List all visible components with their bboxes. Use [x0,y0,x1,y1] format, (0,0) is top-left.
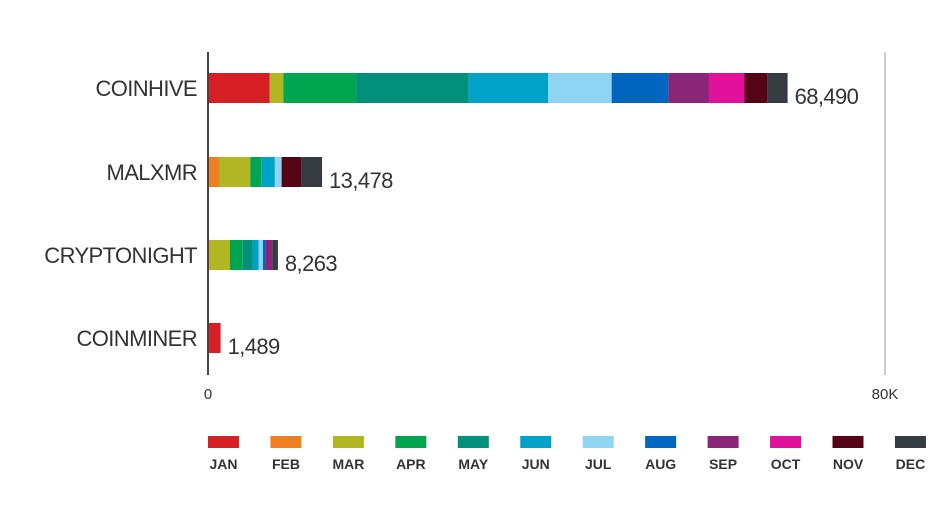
legend-label-dec: DEC [896,456,926,472]
legend-swatch-jun [520,436,552,448]
bar-segment-cryptonight-dec [272,240,278,270]
bar-segment-coinhive-sep [668,73,709,103]
legend-label-jan: JAN [209,456,237,472]
legend-swatch-may [457,436,489,448]
legend-swatch-jan [208,436,239,448]
bar-segment-coinhive-aug [611,73,669,103]
bar-segment-cryptonight-sep [265,240,273,270]
legend-label-may: MAY [458,456,488,472]
legend-label-sep: SEP [709,456,737,472]
legend-swatch-aug [645,436,677,448]
x-tick-label-0: 0 [204,386,212,403]
legend-label-nov: NOV [833,456,864,472]
total-label-cryptonight: 8,263 [285,251,337,276]
bar-segment-coinhive-nov [744,73,768,103]
ticks-layer: 0 80K [204,386,899,403]
bar-segment-cryptonight-aug [263,240,266,270]
legend-label-oct: OCT [771,456,801,472]
legend-swatch-apr [395,436,427,448]
labels-layer: COINHIVE 68,490 MALXMR 13,478 CRYPTONIGHT 8,2… [44,76,859,359]
legend-swatch-nov [832,436,864,448]
total-label-malxmr: 13,478 [329,168,393,193]
legend-swatch-feb [270,436,302,448]
bar-segment-coinhive-jun [468,73,549,103]
legend-label-mar: MAR [332,456,364,472]
bar-segment-coinhive-dec [767,73,788,103]
bar-segment-coinhive-jan [208,73,270,103]
category-label-malxmr: MALXMR [106,160,197,185]
legend-label-aug: AUG [645,456,676,472]
legend-swatch-sep [707,436,739,448]
legend-swatch-oct [770,436,802,448]
bar-segment-cryptonight-mar [209,240,230,270]
legend-swatch-jul [582,436,614,448]
bar-segment-malxmr-nov [281,157,302,187]
bar-segment-cryptonight-jul [258,240,263,270]
bar-segment-malxmr-mar [219,157,251,187]
legend-label-feb: FEB [272,456,300,472]
axis-layer [207,52,886,375]
category-label-cryptonight: CRYPTONIGHT [44,243,197,268]
bar-segment-cryptonight-may [242,240,253,270]
bar-segment-malxmr-feb [208,157,219,187]
bar-segment-coinminer-jan [208,323,221,353]
category-label-coinminer: COINMINER [77,326,198,351]
bar-segment-malxmr-apr [250,157,262,187]
category-label-coinhive: COINHIVE [95,76,197,101]
bar-segment-cryptonight-jun [252,240,259,270]
legend-label-jun: JUN [522,456,550,472]
legend: JAN FEB MAR APR MAY JUN JUL AUG SEP OCT NOV DEC [208,436,926,472]
x-tick-label-80k: 80K [872,386,899,403]
bar-segment-coinhive-may [356,73,469,103]
bar-segment-cryptonight-apr [230,240,243,270]
bar-segment-malxmr-jul [274,157,282,187]
bar-segment-coinhive-apr [283,73,357,103]
bar-segment-malxmr-jun [261,157,275,187]
total-label-coinminer: 1,489 [228,334,280,359]
legend-swatch-dec [894,436,926,448]
bar-segment-coinhive-mar [269,73,284,103]
bar-segment-coinhive-oct [708,73,745,103]
legend-label-apr: APR [396,456,426,472]
legend-swatch-mar [332,436,364,448]
legend-label-jul: JUL [585,456,612,472]
bars-layer [208,73,788,353]
bar-segment-malxmr-dec [301,157,323,187]
total-label-coinhive: 68,490 [795,84,859,109]
bar-segment-coinhive-jul [548,73,612,103]
